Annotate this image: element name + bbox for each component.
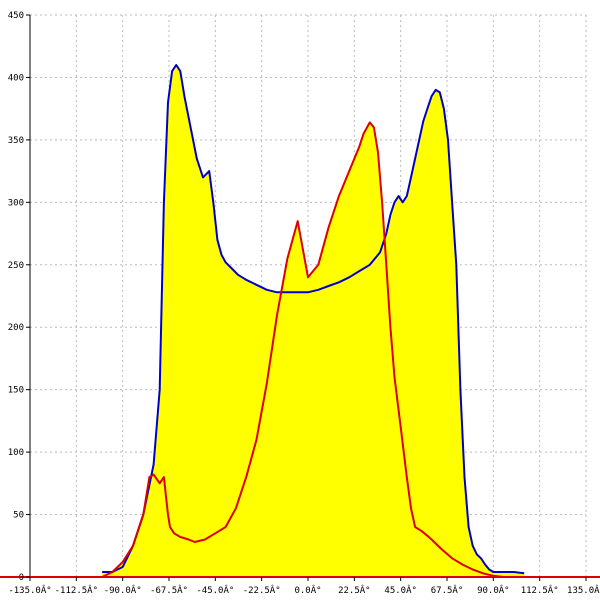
series-line-red bbox=[101, 121, 514, 578]
area-fill-red bbox=[102, 122, 514, 578]
y-tick-label: 300 bbox=[8, 198, 24, 208]
x-tick-label: -135.0Â° bbox=[8, 584, 51, 596]
y-tick-label: 50 bbox=[13, 511, 24, 521]
y-tick-label: 200 bbox=[8, 323, 24, 333]
y-tick-label: 450 bbox=[8, 11, 24, 21]
x-tick-label: 67.5Â° bbox=[431, 584, 464, 596]
area-fills bbox=[102, 65, 525, 578]
x-tick-label: -90.0Â° bbox=[104, 584, 142, 596]
x-tick-label: -67.5Â° bbox=[150, 584, 188, 596]
y-tick-label: 400 bbox=[8, 73, 24, 83]
x-tick-label: 0.0Â° bbox=[294, 584, 321, 596]
x-tick-label: 45.0Â° bbox=[384, 584, 417, 596]
x-tick-label: 90.0Â° bbox=[477, 584, 510, 596]
x-tick-label: 135.0Â° bbox=[567, 584, 600, 596]
series-lines bbox=[101, 64, 525, 578]
x-tick-label: -22.5Â° bbox=[243, 584, 281, 596]
y-tick-label: 100 bbox=[8, 448, 24, 458]
y-tick-label: 150 bbox=[8, 386, 24, 396]
x-tick-label: -45.0Â° bbox=[196, 584, 234, 596]
y-tick-label: 350 bbox=[8, 136, 24, 146]
series-line-blue bbox=[102, 64, 525, 575]
x-tick-labels: -135.0Â° -112.5Â° -90.0Â° -67.5Â° -45.0Â° -22… bbox=[8, 577, 600, 596]
x-tick-label: 22.5Â° bbox=[338, 584, 371, 596]
x-tick-label: 112.5Â° bbox=[521, 584, 559, 596]
y-tick-label: 250 bbox=[8, 261, 24, 271]
x-tick-label: -112.5Â° bbox=[55, 584, 98, 596]
y-tick-labels: 0 50 100 150 200 250 300 350 400 450 bbox=[8, 11, 30, 583]
y-tick-label: 0 bbox=[19, 573, 24, 583]
